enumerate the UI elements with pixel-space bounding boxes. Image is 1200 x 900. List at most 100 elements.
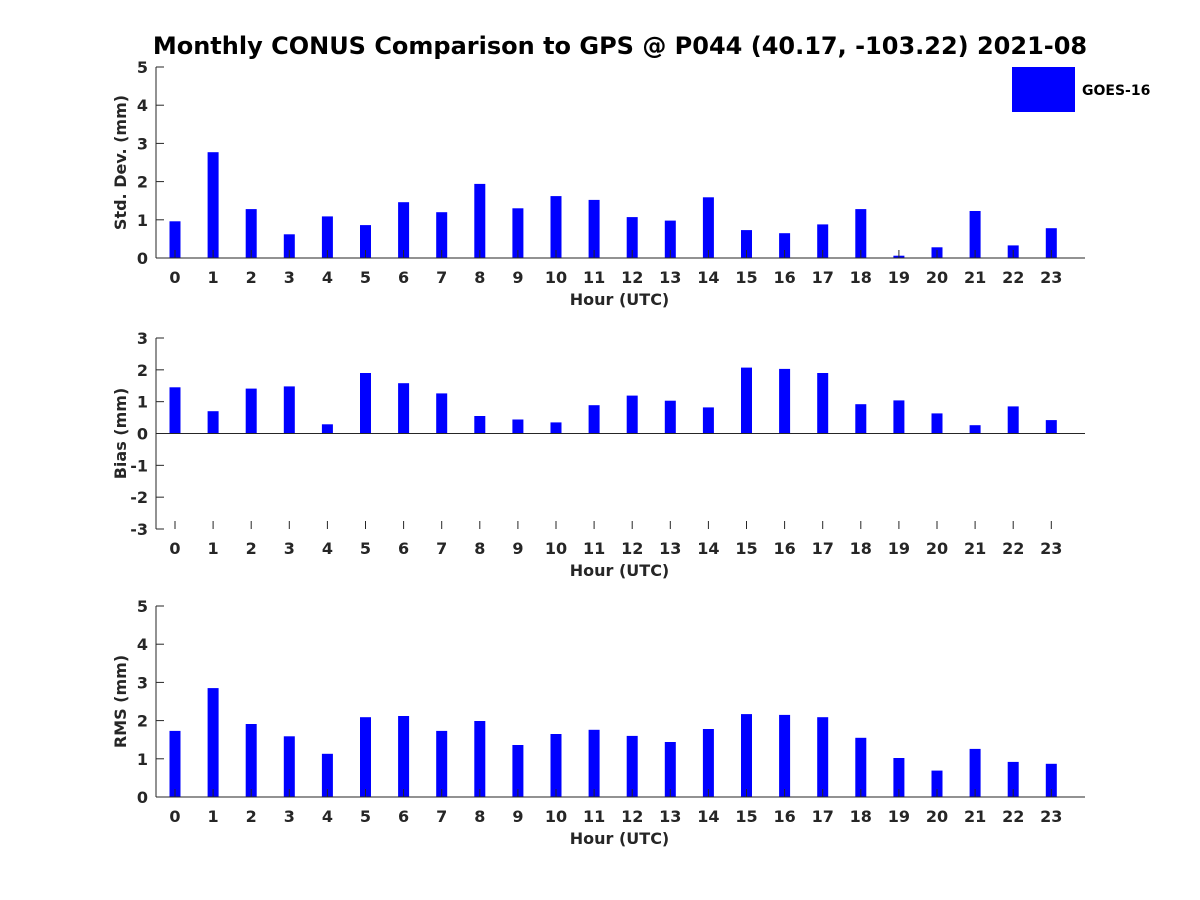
x-tick-label: 14 (697, 807, 719, 826)
legend-swatch (1012, 67, 1075, 112)
bar-17 (817, 717, 829, 797)
bar-20 (931, 413, 943, 434)
x-tick-label: 14 (697, 268, 719, 287)
x-tick-label: 5 (360, 268, 371, 287)
x-tick-label: 13 (659, 268, 681, 287)
bar-9 (512, 208, 524, 258)
x-tick-label: 3 (284, 268, 295, 287)
bar-22 (1007, 761, 1019, 797)
x-tick-label: 9 (512, 539, 523, 558)
bar-10 (550, 734, 562, 797)
bar-4 (321, 216, 333, 258)
x-tick-label: 7 (436, 268, 447, 287)
bar-0 (169, 221, 181, 258)
x-tick-label: 22 (1002, 268, 1024, 287)
bar-15 (741, 714, 752, 797)
bar-10 (550, 422, 562, 434)
bar-8 (474, 183, 486, 258)
bar-12 (626, 735, 638, 797)
bar-4 (321, 753, 333, 797)
x-tick-label: 0 (169, 807, 180, 826)
bar-16 (779, 714, 791, 797)
x-tick-label: 4 (322, 539, 333, 558)
bar-13 (664, 742, 676, 797)
x-tick-label: 1 (208, 807, 219, 826)
bar-21 (969, 211, 981, 258)
x-tick-label: 0 (169, 268, 180, 287)
x-tick-label: 7 (436, 539, 447, 558)
x-tick-label: 6 (398, 807, 409, 826)
x-tick-label: 9 (512, 268, 523, 287)
bar-11 (588, 405, 600, 434)
bar-13 (664, 400, 676, 434)
x-tick-label: 5 (360, 539, 371, 558)
x-tick-label: 20 (926, 268, 948, 287)
x-tick-label: 18 (850, 539, 872, 558)
x-tick-label: 5 (360, 807, 371, 826)
bar-2 (245, 388, 257, 434)
y-tick-label: 0 (137, 425, 148, 444)
bar-21 (969, 425, 981, 434)
bar-14 (702, 197, 714, 258)
x-tick-label: 12 (621, 807, 643, 826)
x-tick-label: 20 (926, 539, 948, 558)
bar-5 (360, 717, 371, 797)
x-tick-label: 7 (436, 807, 447, 826)
bar-18 (855, 737, 867, 797)
x-tick-label: 6 (398, 539, 409, 558)
bar-3 (283, 386, 295, 434)
x-tick-label: 2 (246, 539, 257, 558)
bar-17 (817, 224, 829, 258)
bar-8 (474, 416, 486, 434)
x-tick-label: 15 (735, 539, 757, 558)
bar-1 (207, 152, 219, 258)
bar-2 (245, 209, 257, 258)
x-tick-label: 17 (812, 807, 834, 826)
x-tick-label: 9 (512, 807, 523, 826)
x-tick-label: 16 (773, 268, 795, 287)
bar-3 (283, 234, 295, 258)
x-tick-label: 0 (169, 539, 180, 558)
x-tick-label: 8 (474, 807, 485, 826)
bar-12 (626, 217, 638, 258)
bar-6 (398, 202, 410, 258)
x-axis-label: Hour (UTC) (570, 290, 670, 309)
x-tick-label: 21 (964, 539, 986, 558)
bar-5 (360, 225, 371, 258)
legend-label: GOES-16 (1082, 83, 1150, 99)
bar-14 (702, 729, 714, 797)
bar-8 (474, 721, 486, 797)
bar-13 (664, 220, 676, 258)
x-tick-label: 12 (621, 268, 643, 287)
bar-18 (855, 404, 867, 434)
y-tick-label: 1 (137, 750, 148, 769)
bar-17 (817, 373, 829, 434)
x-tick-label: 8 (474, 539, 485, 558)
x-tick-label: 1 (208, 539, 219, 558)
bar-16 (779, 233, 791, 258)
x-tick-label: 10 (545, 807, 567, 826)
x-axis-label: Hour (UTC) (570, 561, 670, 580)
y-tick-label: 2 (137, 173, 148, 192)
x-tick-label: 23 (1040, 268, 1062, 287)
bar-7 (436, 730, 448, 797)
bar-23 (1045, 420, 1057, 434)
bar-9 (512, 745, 524, 797)
x-tick-label: 3 (284, 807, 295, 826)
x-tick-label: 1 (208, 268, 219, 287)
bar-3 (283, 736, 295, 797)
x-tick-label: 16 (773, 539, 795, 558)
y-tick-label: -1 (130, 456, 148, 475)
x-tick-label: 18 (850, 807, 872, 826)
bar-7 (436, 212, 448, 258)
x-tick-label: 23 (1040, 539, 1062, 558)
bar-19 (893, 758, 905, 797)
y-axis-label: RMS (mm) (111, 655, 130, 748)
y-axis-label: Bias (mm) (111, 388, 130, 480)
bar-9 (512, 419, 524, 434)
